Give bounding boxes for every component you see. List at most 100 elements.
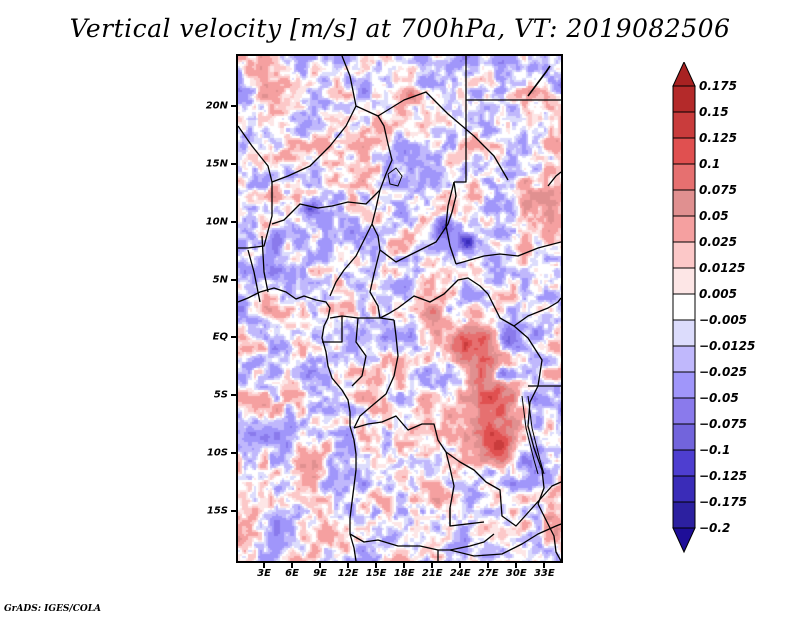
colorbar-label: 0.005 bbox=[699, 287, 737, 301]
x-tick-mark bbox=[459, 563, 462, 568]
y-tick-mark bbox=[231, 336, 236, 339]
colorbar-swatch bbox=[672, 449, 696, 477]
colorbar-swatch bbox=[672, 85, 696, 113]
colorbar-swatch bbox=[672, 137, 696, 165]
border-cameroon-gabon bbox=[329, 315, 395, 321]
lake-tanganyika bbox=[521, 395, 539, 475]
y-tick-label: EQ bbox=[212, 331, 228, 343]
map-plot-area bbox=[236, 54, 563, 563]
colorbar bbox=[672, 62, 696, 554]
coastline-west bbox=[238, 287, 357, 561]
x-tick-mark bbox=[543, 563, 546, 568]
border-malawi bbox=[537, 503, 561, 561]
border-niger-chad bbox=[377, 115, 393, 191]
x-tick-label: 30E bbox=[505, 568, 527, 579]
border-benin bbox=[247, 249, 261, 303]
y-tick-label: 20N bbox=[205, 100, 228, 112]
colorbar-swatch bbox=[672, 345, 696, 373]
x-tick-label: 33E bbox=[533, 568, 555, 579]
colorbar-swatch bbox=[672, 293, 696, 321]
border-angola-namibia bbox=[349, 533, 495, 551]
y-tick-mark bbox=[231, 509, 236, 512]
border-drc-east bbox=[487, 293, 545, 505]
colorbar-label: 0.15 bbox=[699, 105, 729, 119]
border-libya-chad bbox=[355, 91, 509, 181]
border-gabon-congo bbox=[351, 317, 367, 387]
colorbar-swatch bbox=[672, 163, 696, 191]
x-tick-mark bbox=[263, 563, 266, 568]
colorbar-label: 0.025 bbox=[699, 235, 737, 249]
colorbar-swatch bbox=[672, 215, 696, 243]
x-tick-label: 9E bbox=[313, 568, 327, 579]
border-chad-car bbox=[371, 181, 457, 263]
border-car-drc bbox=[379, 277, 489, 319]
colorbar-label: 0.125 bbox=[699, 131, 737, 145]
border-algeria-niger bbox=[238, 56, 357, 183]
y-tick-label: 5N bbox=[212, 274, 228, 286]
colorbar-swatch bbox=[672, 371, 696, 399]
y-tick-mark bbox=[231, 220, 236, 223]
x-tick-mark bbox=[403, 563, 406, 568]
border-nigeria-niger bbox=[271, 189, 381, 225]
border-egypt-sudan bbox=[465, 56, 561, 101]
chart-title: Vertical velocity [m/s] at 700hPa, VT: 2… bbox=[69, 14, 731, 43]
lake-chad bbox=[387, 167, 403, 187]
colorbar-label: 0.075 bbox=[699, 183, 737, 197]
y-tick-mark bbox=[231, 394, 236, 397]
colorbar-bottom-arrow bbox=[672, 527, 696, 554]
colorbar-label: 0.1 bbox=[699, 157, 721, 171]
y-tick-label: 10N bbox=[205, 216, 228, 228]
x-tick-label: 3E bbox=[257, 568, 271, 579]
colorbar-swatch bbox=[672, 111, 696, 139]
colorbar-swatch bbox=[672, 267, 696, 295]
border-chad-sudan bbox=[445, 181, 457, 265]
x-tick-mark bbox=[291, 563, 294, 568]
colorbar-swatch bbox=[672, 241, 696, 269]
border-zambia-south bbox=[449, 523, 561, 557]
nile-lake-nasser bbox=[527, 65, 551, 97]
border-congo-drc bbox=[353, 319, 399, 429]
colorbar-label: −0.075 bbox=[699, 417, 748, 431]
y-tick-mark bbox=[231, 278, 236, 281]
border-eq-guinea bbox=[322, 316, 343, 343]
colorbar-top-arrow bbox=[672, 62, 696, 87]
colorbar-label: −0.025 bbox=[699, 365, 748, 379]
x-tick-mark bbox=[375, 563, 378, 568]
y-tick-mark bbox=[231, 105, 236, 108]
y-tick-label: 10S bbox=[206, 447, 228, 459]
border-ethiopia bbox=[547, 171, 561, 187]
grads-credit: GrADS: IGES/COLA bbox=[4, 604, 102, 614]
x-tick-mark bbox=[515, 563, 518, 568]
colorbar-swatch bbox=[672, 397, 696, 425]
x-tick-label: 6E bbox=[285, 568, 299, 579]
border-drc-zambia bbox=[445, 451, 561, 527]
colorbar-swatch bbox=[672, 319, 696, 347]
colorbar-label: 0.175 bbox=[699, 79, 737, 93]
x-tick-mark bbox=[487, 563, 490, 568]
x-tick-mark bbox=[347, 563, 350, 568]
border-angola-zambia bbox=[449, 508, 485, 527]
border-togo bbox=[261, 235, 269, 293]
colorbar-label: −0.175 bbox=[699, 495, 748, 509]
colorbar-swatch bbox=[672, 423, 696, 451]
colorbar-swatch bbox=[672, 189, 696, 217]
border-mali-niger bbox=[238, 182, 273, 249]
border-angola-north bbox=[353, 415, 447, 453]
border-nigeria-cameroon bbox=[329, 189, 381, 297]
colorbar-label: −0.05 bbox=[699, 391, 739, 405]
colorbar-label: −0.1 bbox=[699, 443, 731, 457]
x-tick-label: 24E bbox=[449, 568, 471, 579]
y-tick-mark bbox=[231, 162, 236, 165]
x-tick-label: 21E bbox=[421, 568, 443, 579]
border-car-cameroon bbox=[369, 249, 381, 319]
colorbar-label: −0.005 bbox=[699, 313, 748, 327]
lake-tanganyika-east bbox=[527, 395, 545, 475]
y-tick-label: 15N bbox=[205, 158, 228, 170]
y-tick-mark bbox=[231, 452, 236, 455]
border-south-sudan bbox=[455, 241, 561, 265]
colorbar-label: −0.0125 bbox=[699, 339, 756, 353]
colorbar-label: 0.05 bbox=[699, 209, 729, 223]
colorbar-swatch bbox=[672, 475, 696, 503]
x-tick-mark bbox=[319, 563, 322, 568]
colorbar-label: 0.0125 bbox=[699, 261, 746, 275]
